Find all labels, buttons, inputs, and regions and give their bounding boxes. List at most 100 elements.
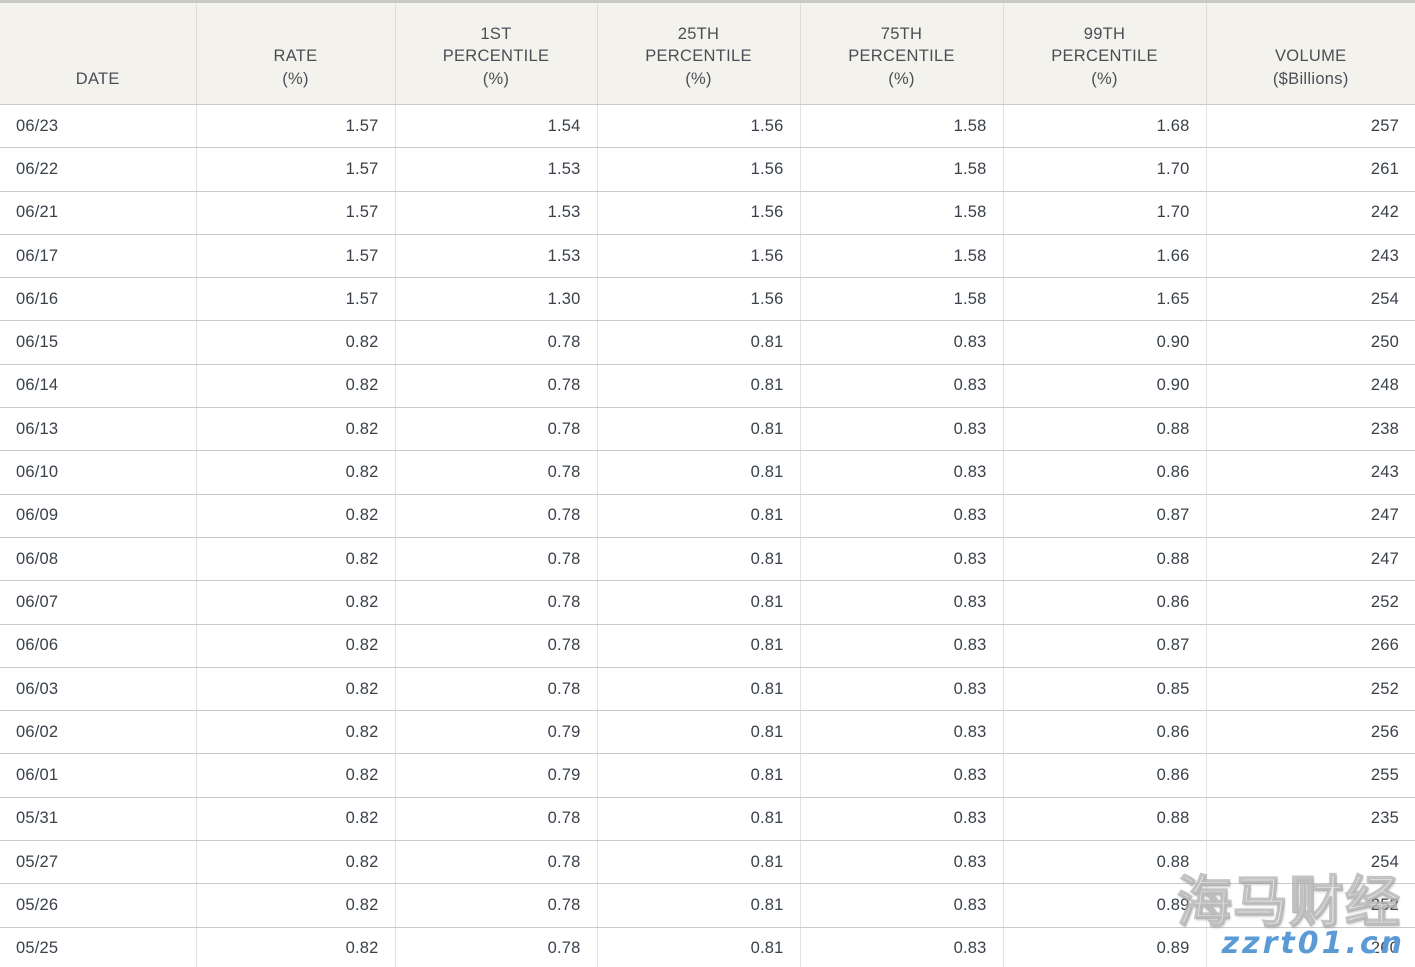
cell-p75: 0.83 bbox=[800, 710, 1004, 755]
column-header-unit: (%) bbox=[685, 69, 712, 88]
header-row: DATE RATE (%) 1ST PERCENTILE (%) 25TH PERCENTIL… bbox=[0, 1, 1415, 105]
table-row[interactable]: 06/02 0.82 0.79 0.81 0.83 0.86 256 bbox=[0, 710, 1415, 755]
cell-vol: 243 bbox=[1206, 450, 1415, 495]
column-header-p75[interactable]: 75TH PERCENTILE (%) bbox=[800, 1, 1004, 105]
table-row[interactable]: 06/09 0.82 0.78 0.81 0.83 0.87 247 bbox=[0, 494, 1415, 538]
table-row[interactable]: 06/03 0.82 0.78 0.81 0.83 0.85 252 bbox=[0, 667, 1415, 712]
cell-p75: 0.83 bbox=[800, 927, 1004, 967]
cell-p99: 0.89 bbox=[1003, 883, 1207, 928]
table-row[interactable]: 05/26 0.82 0.78 0.81 0.83 0.89 252 bbox=[0, 883, 1415, 928]
cell-vol: 257 bbox=[1206, 104, 1415, 149]
cell-p99: 0.88 bbox=[1003, 407, 1207, 452]
cell-date: 06/16 bbox=[0, 277, 197, 322]
cell-rate: 1.57 bbox=[196, 277, 396, 322]
table-row[interactable]: 06/22 1.57 1.53 1.56 1.58 1.70 261 bbox=[0, 147, 1415, 192]
column-header-p99[interactable]: 99TH PERCENTILE (%) bbox=[1003, 1, 1207, 105]
cell-p1: 1.53 bbox=[395, 147, 598, 192]
cell-p25: 0.81 bbox=[597, 537, 801, 582]
cell-rate: 0.82 bbox=[196, 407, 396, 452]
cell-p1: 1.53 bbox=[395, 234, 598, 279]
table-body: 06/23 1.57 1.54 1.56 1.58 1.68 257 06/22 1.57 1.5… bbox=[0, 104, 1415, 967]
column-header-unit: (%) bbox=[888, 69, 915, 88]
cell-vol: 238 bbox=[1206, 407, 1415, 452]
cell-vol: 235 bbox=[1206, 797, 1415, 842]
cell-p25: 1.56 bbox=[597, 191, 801, 235]
cell-p1: 0.78 bbox=[395, 927, 598, 967]
cell-rate: 1.57 bbox=[196, 191, 396, 235]
cell-date: 06/21 bbox=[0, 191, 197, 235]
cell-rate: 0.82 bbox=[196, 667, 396, 712]
cell-p99: 0.86 bbox=[1003, 753, 1207, 798]
cell-rate: 0.82 bbox=[196, 624, 396, 668]
cell-rate: 0.82 bbox=[196, 364, 396, 409]
cell-p1: 1.53 bbox=[395, 191, 598, 235]
column-header-unit: ($Billions) bbox=[1272, 69, 1349, 88]
column-header-unit: (%) bbox=[282, 69, 309, 88]
table-row[interactable]: 06/14 0.82 0.78 0.81 0.83 0.90 248 bbox=[0, 364, 1415, 409]
cell-p25: 0.81 bbox=[597, 667, 801, 712]
table-row[interactable]: 06/06 0.82 0.78 0.81 0.83 0.87 266 bbox=[0, 624, 1415, 668]
cell-p75: 1.58 bbox=[800, 191, 1004, 235]
cell-p99: 0.87 bbox=[1003, 624, 1207, 668]
column-header-p1[interactable]: 1ST PERCENTILE (%) bbox=[395, 1, 598, 105]
cell-p99: 0.90 bbox=[1003, 364, 1207, 409]
cell-p99: 0.87 bbox=[1003, 494, 1207, 538]
cell-p99: 0.88 bbox=[1003, 537, 1207, 582]
table-row[interactable]: 06/16 1.57 1.30 1.56 1.58 1.65 254 bbox=[0, 277, 1415, 322]
cell-vol: 254 bbox=[1206, 840, 1415, 885]
cell-p99: 0.86 bbox=[1003, 580, 1207, 625]
table-row[interactable]: 05/27 0.82 0.78 0.81 0.83 0.88 254 bbox=[0, 840, 1415, 885]
cell-p99: 0.90 bbox=[1003, 320, 1207, 365]
cell-p25: 0.81 bbox=[597, 883, 801, 928]
cell-p75: 0.83 bbox=[800, 797, 1004, 842]
cell-p1: 0.78 bbox=[395, 883, 598, 928]
column-header-label: 1ST bbox=[480, 25, 512, 44]
table-row[interactable]: 05/25 0.82 0.78 0.81 0.83 0.89 260 bbox=[0, 927, 1415, 967]
table-row[interactable]: 06/21 1.57 1.53 1.56 1.58 1.70 242 bbox=[0, 191, 1415, 235]
cell-p75: 0.83 bbox=[800, 364, 1004, 409]
cell-rate: 1.57 bbox=[196, 234, 396, 279]
cell-date: 05/26 bbox=[0, 883, 197, 928]
cell-date: 06/07 bbox=[0, 580, 197, 625]
cell-p75: 1.58 bbox=[800, 234, 1004, 279]
table-row[interactable]: 06/13 0.82 0.78 0.81 0.83 0.88 238 bbox=[0, 407, 1415, 452]
cell-date: 06/08 bbox=[0, 537, 197, 582]
table-row[interactable]: 05/31 0.82 0.78 0.81 0.83 0.88 235 bbox=[0, 797, 1415, 842]
table-row[interactable]: 06/08 0.82 0.78 0.81 0.83 0.88 247 bbox=[0, 537, 1415, 582]
cell-p75: 1.58 bbox=[800, 277, 1004, 322]
table-row[interactable]: 06/23 1.57 1.54 1.56 1.58 1.68 257 bbox=[0, 104, 1415, 149]
cell-date: 06/10 bbox=[0, 450, 197, 495]
cell-rate: 0.82 bbox=[196, 320, 396, 365]
cell-date: 06/09 bbox=[0, 494, 197, 538]
cell-p25: 1.56 bbox=[597, 234, 801, 279]
cell-p25: 0.81 bbox=[597, 320, 801, 365]
cell-rate: 0.82 bbox=[196, 537, 396, 582]
column-header-unit: (%) bbox=[1091, 69, 1118, 88]
table-row[interactable]: 06/15 0.82 0.78 0.81 0.83 0.90 250 bbox=[0, 320, 1415, 365]
column-header-p25[interactable]: 25TH PERCENTILE (%) bbox=[597, 1, 801, 105]
cell-p75: 0.83 bbox=[800, 667, 1004, 712]
column-header-rate[interactable]: RATE (%) bbox=[196, 1, 396, 105]
column-header-label: PERCENTILE bbox=[442, 47, 550, 66]
cell-p99: 0.88 bbox=[1003, 797, 1207, 842]
table-row[interactable]: 06/10 0.82 0.78 0.81 0.83 0.86 243 bbox=[0, 450, 1415, 495]
cell-rate: 0.82 bbox=[196, 710, 396, 755]
cell-p1: 0.78 bbox=[395, 797, 598, 842]
column-header-date[interactable]: DATE bbox=[0, 1, 197, 105]
cell-p75: 0.83 bbox=[800, 840, 1004, 885]
cell-p75: 0.83 bbox=[800, 494, 1004, 538]
column-header-label: PERCENTILE bbox=[848, 47, 955, 66]
cell-p1: 0.78 bbox=[395, 840, 598, 885]
cell-date: 06/15 bbox=[0, 320, 197, 365]
cell-vol: 261 bbox=[1206, 147, 1415, 192]
cell-p25: 0.81 bbox=[597, 494, 801, 538]
column-header-vol[interactable]: VOLUME ($Billions) bbox=[1206, 1, 1415, 105]
cell-vol: 252 bbox=[1206, 667, 1415, 712]
table-row[interactable]: 06/01 0.82 0.79 0.81 0.83 0.86 255 bbox=[0, 753, 1415, 798]
cell-vol: 254 bbox=[1206, 277, 1415, 322]
table-row[interactable]: 06/07 0.82 0.78 0.81 0.83 0.86 252 bbox=[0, 580, 1415, 625]
cell-rate: 1.57 bbox=[196, 104, 396, 149]
column-header-label: PERCENTILE bbox=[645, 47, 752, 66]
table-row[interactable]: 06/17 1.57 1.53 1.56 1.58 1.66 243 bbox=[0, 234, 1415, 279]
